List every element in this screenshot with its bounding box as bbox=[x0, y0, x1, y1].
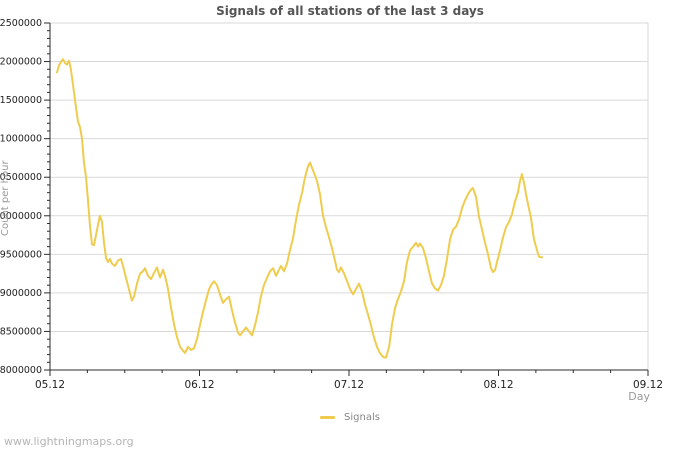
x-tick-label: 07.12 bbox=[334, 379, 364, 391]
x-tick-label: 05.12 bbox=[35, 379, 65, 391]
legend: Signals bbox=[0, 412, 700, 423]
watermark-link: www.lightningmaps.org bbox=[4, 435, 134, 448]
y-tick-label: 12000000 bbox=[0, 57, 42, 68]
y-tick-label: 8500000 bbox=[0, 326, 42, 337]
y-tick-label: 11000000 bbox=[0, 134, 42, 145]
y-tick-label: 11500000 bbox=[0, 95, 42, 106]
legend-label: Signals bbox=[344, 412, 380, 423]
y-axis-title: Count per hour bbox=[0, 160, 11, 236]
y-tick-label: 10000000 bbox=[0, 211, 42, 222]
x-axis-title: Day bbox=[628, 390, 650, 403]
signals-line bbox=[56, 58, 543, 359]
x-tick-label: 06.12 bbox=[184, 379, 214, 391]
x-tick-label: 08.12 bbox=[483, 379, 513, 391]
y-tick-label: 12500000 bbox=[0, 18, 42, 29]
y-tick-label: 9500000 bbox=[0, 249, 42, 260]
y-tick-label: 8000000 bbox=[0, 365, 42, 376]
legend-line-swatch bbox=[320, 416, 336, 419]
chart-title: Signals of all stations of the last 3 da… bbox=[216, 4, 484, 18]
y-tick-label: 9000000 bbox=[0, 288, 42, 299]
x-tick-label: 09.12 bbox=[633, 379, 663, 391]
y-tick-label: 10500000 bbox=[0, 172, 42, 183]
